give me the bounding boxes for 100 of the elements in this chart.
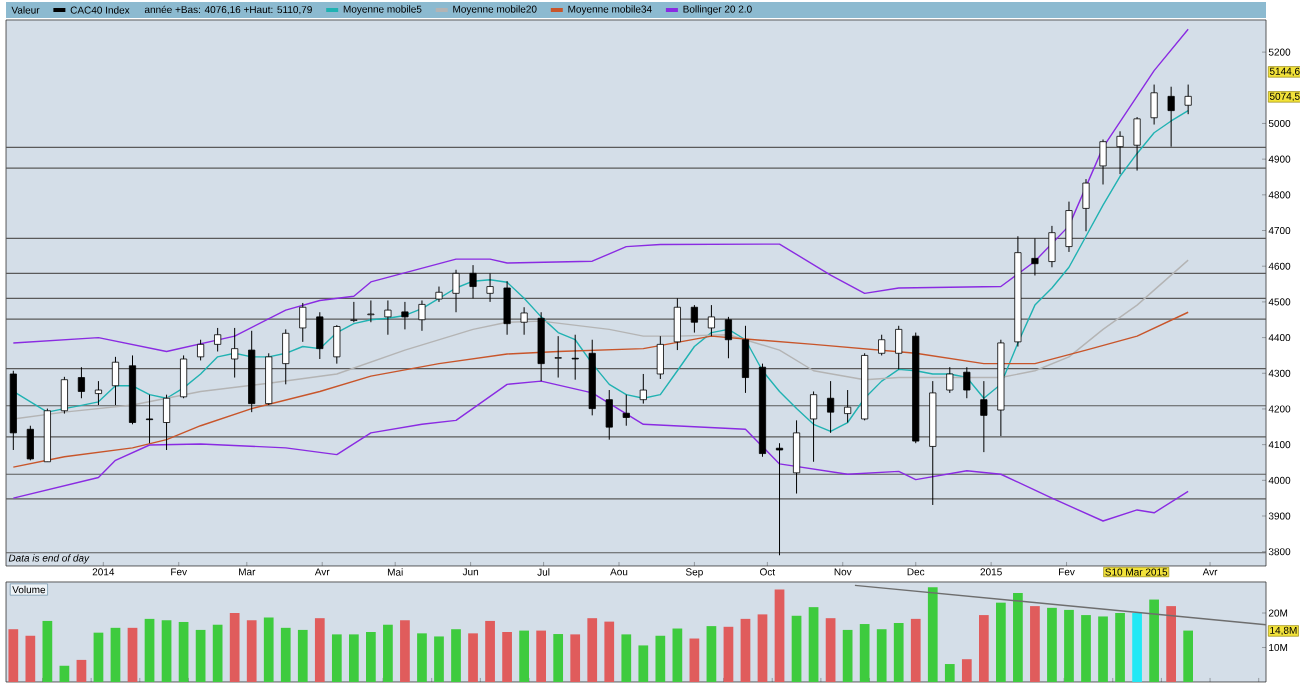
candlestick <box>180 354 188 399</box>
bar <box>1081 615 1091 682</box>
bar <box>944 664 955 682</box>
bar <box>178 621 189 682</box>
bar <box>263 617 274 682</box>
candlestick <box>265 352 273 406</box>
bar <box>1183 630 1194 682</box>
line-series <box>12 28 1189 353</box>
candlestick <box>1082 178 1090 232</box>
candlestick <box>231 327 239 379</box>
candlestick <box>724 316 733 359</box>
bar <box>383 624 393 682</box>
bar <box>808 607 819 682</box>
candlestick <box>401 301 409 330</box>
bar <box>246 620 257 682</box>
candlestick <box>571 334 579 381</box>
bar <box>723 626 734 682</box>
candlestick <box>111 356 120 406</box>
bar <box>451 629 461 682</box>
candlestick <box>197 339 205 361</box>
bar <box>1098 616 1108 682</box>
bar <box>859 624 870 682</box>
bar <box>502 631 512 682</box>
candlestick <box>1099 139 1107 185</box>
candlestick <box>622 394 630 427</box>
bar <box>400 620 410 682</box>
candlestick <box>1048 225 1056 268</box>
bar <box>927 587 938 682</box>
bar <box>587 618 598 682</box>
candlestick <box>946 366 954 394</box>
bar <box>195 629 206 682</box>
candlestick <box>1065 201 1073 253</box>
bar <box>638 645 649 682</box>
bar <box>468 633 478 682</box>
candlestick <box>503 280 511 336</box>
bar <box>144 618 155 682</box>
bar <box>93 632 104 682</box>
bar <box>1013 593 1023 682</box>
candlestick <box>214 327 222 352</box>
bar <box>1149 599 1159 682</box>
candlestick <box>1184 84 1192 115</box>
bar <box>706 626 717 682</box>
bar <box>621 634 632 682</box>
bar <box>59 665 70 682</box>
candlestick <box>486 272 494 303</box>
bar <box>978 615 989 682</box>
bar <box>672 628 683 682</box>
bar <box>127 627 138 682</box>
bar <box>314 618 325 682</box>
bar <box>8 629 19 682</box>
candlestick <box>350 301 358 323</box>
candlestick <box>452 269 460 313</box>
bar <box>434 636 444 682</box>
candlestick <box>77 366 85 399</box>
candlestick <box>1116 130 1124 175</box>
candlestick <box>418 299 426 332</box>
candlestick <box>639 373 647 405</box>
line-series <box>12 380 1189 522</box>
candlestick <box>333 324 341 365</box>
candlestick <box>656 335 664 380</box>
candlestick <box>316 311 324 360</box>
candlestick <box>367 299 375 323</box>
bar <box>757 614 768 682</box>
candlestick <box>60 376 68 415</box>
bar <box>519 630 529 682</box>
candlestick <box>775 442 784 556</box>
bar <box>604 621 615 682</box>
candlestick <box>605 389 613 441</box>
bar <box>876 629 887 682</box>
candlestick <box>1031 237 1039 276</box>
candlestick <box>469 264 477 299</box>
bar <box>1047 607 1057 682</box>
bar <box>774 589 785 682</box>
bar <box>689 638 700 682</box>
bar <box>655 635 666 682</box>
bar <box>161 620 172 682</box>
candlestick <box>707 304 715 337</box>
candlestick <box>792 419 801 495</box>
candlestick <box>895 325 903 370</box>
candlestick <box>554 335 562 379</box>
candlestick <box>827 380 835 434</box>
bar <box>553 634 564 682</box>
bar <box>1115 613 1125 682</box>
bar <box>842 629 853 682</box>
bar <box>25 635 36 682</box>
candlestick <box>878 334 886 356</box>
bar <box>961 659 972 682</box>
bar <box>366 631 376 682</box>
bar <box>485 620 495 682</box>
candlestick <box>299 302 307 343</box>
candlestick <box>690 304 698 334</box>
bar <box>331 634 342 682</box>
bar <box>42 620 53 682</box>
bar <box>536 630 547 682</box>
bar <box>1166 606 1176 682</box>
bar <box>996 602 1006 682</box>
candlestick <box>520 306 528 336</box>
candlestick <box>537 311 545 382</box>
candlestick <box>435 286 443 303</box>
candlestick <box>980 380 988 453</box>
